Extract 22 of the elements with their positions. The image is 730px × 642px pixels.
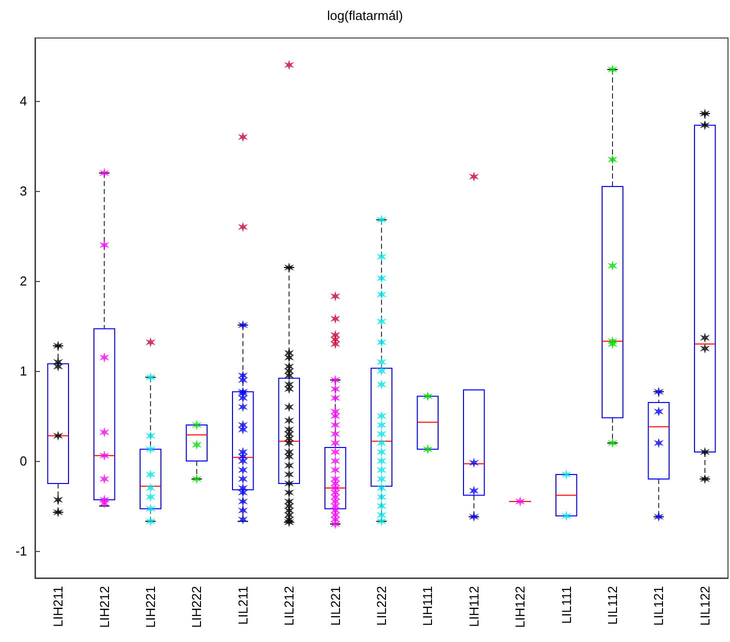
x-tick-label: LIH111 (420, 586, 436, 626)
y-tick-label: 4 (20, 94, 27, 108)
x-tick-label: LIL221 (328, 586, 343, 626)
y-tick-label: 1 (20, 364, 27, 378)
x-tick-label: LIH221 (143, 586, 158, 628)
x-tick-label: LIL122 (697, 586, 712, 626)
y-tick-label: 3 (20, 184, 27, 198)
x-tick-label: LIH112 (466, 586, 482, 627)
y-tick-label: -1 (15, 544, 27, 558)
x-tick-label: LIL112 (605, 586, 620, 625)
x-tick-label: LIL222 (374, 586, 389, 626)
y-tick-label: 2 (20, 274, 27, 288)
x-tick-label: LIL212 (282, 586, 297, 626)
x-tick-label: LIH212 (96, 586, 112, 628)
x-tick-label: LIH211 (50, 586, 66, 627)
x-tick-label: LIH122 (512, 586, 528, 628)
x-tick-label: LIH222 (189, 586, 204, 628)
chart-title: log(flatarmál) (327, 8, 403, 23)
x-tick-label: LIL121 (651, 586, 666, 626)
x-tick-label: LIL111 (558, 586, 574, 624)
y-tick-label: 0 (20, 454, 27, 468)
x-tick-label: LIL211 (235, 586, 250, 625)
